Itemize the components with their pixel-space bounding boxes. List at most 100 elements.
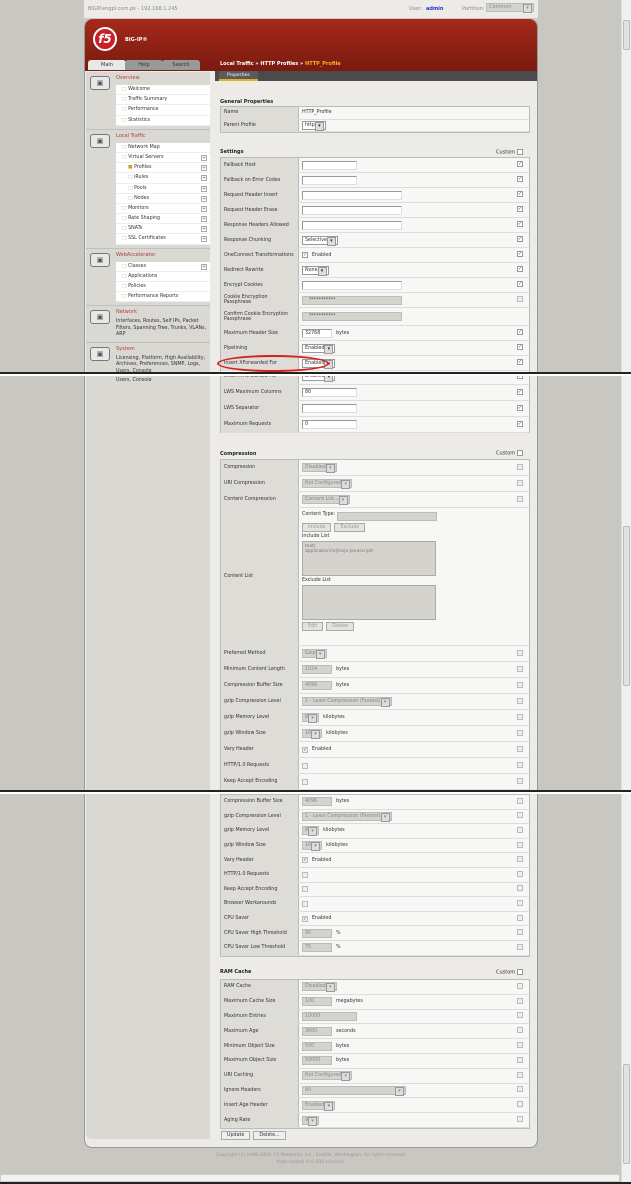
delete-button[interactable]: Delete...: [253, 1131, 286, 1140]
custom-checkbox[interactable]: [517, 1086, 523, 1093]
custom-checkbox[interactable]: ✓: [517, 281, 523, 287]
custom-checkbox[interactable]: [517, 1042, 523, 1049]
custom-checkbox[interactable]: ✓: [517, 376, 523, 379]
custom-checkbox[interactable]: [517, 797, 523, 804]
user-link[interactable]: admin: [426, 6, 444, 12]
horizontal-scrollbar[interactable]: [0, 1174, 620, 1182]
custom-checkbox[interactable]: ✓: [517, 329, 523, 335]
custom-checkbox[interactable]: [517, 943, 523, 950]
custom-checkbox[interactable]: [517, 997, 523, 1004]
custom-checkbox[interactable]: [517, 812, 523, 819]
custom-checkbox[interactable]: ✓: [517, 251, 523, 257]
expand-plus-icon[interactable]: +: [201, 236, 207, 243]
vertical-scrollbar[interactable]: [621, 794, 631, 1182]
sidebar-item-ssl-certificates[interactable]: □ SSL Certificates +: [116, 234, 210, 245]
select-dropdown[interactable]: None: [302, 265, 329, 276]
text-input[interactable]: [302, 404, 357, 413]
breadcrumb-http-profiles[interactable]: HTTP Profiles: [260, 61, 299, 67]
custom-checkbox[interactable]: [517, 1101, 523, 1108]
sidebar-item-pools[interactable]: □ Pools +: [116, 184, 210, 194]
custom-checkbox[interactable]: [517, 1012, 523, 1019]
expand-plus-icon[interactable]: +: [201, 165, 207, 172]
sidebar-item-rate-shaping[interactable]: □ Rate Shaping +: [116, 214, 210, 225]
custom-checkbox[interactable]: [517, 745, 523, 752]
sidebar-item-applications[interactable]: □ Applications: [116, 272, 210, 282]
custom-checkbox[interactable]: [517, 681, 523, 688]
sidebar-item-performance[interactable]: □ Performance: [116, 105, 210, 116]
sidebar-section-title[interactable]: WebAccelerator: [116, 251, 156, 258]
custom-checkbox[interactable]: [517, 841, 523, 848]
sidebar-item-traffic-summary[interactable]: □ Traffic Summary: [116, 95, 210, 106]
select-dropdown[interactable]: http: [302, 120, 326, 131]
sidebar-item-statistics[interactable]: □ Statistics: [116, 116, 210, 126]
compression-custom-checkbox[interactable]: [516, 450, 523, 456]
custom-checkbox[interactable]: ✓: [517, 266, 523, 272]
sidebar-section-title[interactable]: System: [116, 345, 135, 352]
custom-checkbox[interactable]: [517, 665, 523, 672]
enable-checkbox[interactable]: ✓: [302, 252, 308, 258]
custom-checkbox[interactable]: ✓: [517, 344, 523, 350]
text-input[interactable]: [302, 190, 402, 200]
custom-checkbox[interactable]: [517, 729, 523, 736]
select-dropdown[interactable]: Enabled: [302, 343, 336, 354]
custom-checkbox[interactable]: [517, 914, 523, 921]
sidebar-section-title[interactable]: Local Traffic: [116, 132, 146, 139]
custom-checkbox[interactable]: [517, 649, 523, 656]
custom-checkbox[interactable]: ✓: [517, 420, 523, 427]
tab-help[interactable]: Help: [125, 60, 163, 70]
custom-checkbox[interactable]: [517, 929, 523, 936]
sidebar-item-classes[interactable]: □ Classes +: [116, 262, 210, 272]
custom-checkbox[interactable]: ✓: [517, 191, 523, 197]
text-input[interactable]: 32768: [302, 328, 332, 338]
custom-checkbox[interactable]: [517, 697, 523, 704]
custom-checkbox[interactable]: [517, 761, 523, 768]
custom-checkbox[interactable]: [517, 899, 523, 906]
custom-checkbox[interactable]: [517, 1056, 523, 1063]
sidebar-section-title[interactable]: Overview: [116, 75, 140, 81]
expand-plus-icon[interactable]: +: [201, 195, 207, 202]
sidebar-item-policies[interactable]: □ Policies: [116, 282, 210, 293]
custom-checkbox[interactable]: [517, 479, 523, 486]
sidebar-item-irules[interactable]: □ iRules +: [116, 173, 210, 184]
select-dropdown[interactable]: Selective: [302, 235, 338, 246]
text-input[interactable]: [302, 220, 402, 230]
sidebar-item-profiles[interactable]: ■ Profiles +: [116, 163, 210, 174]
expand-plus-icon[interactable]: +: [201, 263, 207, 270]
expand-plus-icon[interactable]: +: [201, 226, 207, 233]
custom-checkbox[interactable]: [517, 982, 523, 989]
text-input[interactable]: 0: [302, 420, 357, 429]
custom-checkbox[interactable]: [517, 713, 523, 720]
custom-checkbox[interactable]: [517, 1027, 523, 1034]
expand-plus-icon[interactable]: +: [201, 185, 207, 192]
vertical-scrollbar[interactable]: [621, 376, 631, 790]
custom-checkbox[interactable]: ✓: [517, 388, 523, 395]
custom-checkbox[interactable]: [517, 856, 523, 863]
settings-custom-checkbox[interactable]: [516, 149, 523, 155]
sidebar-item-monitors[interactable]: □ Monitors +: [116, 204, 210, 215]
custom-checkbox[interactable]: [517, 885, 523, 892]
sidebar-item-network-map[interactable]: □ Network Map: [116, 143, 210, 153]
breadcrumb-local-traffic[interactable]: Local Traffic: [220, 61, 254, 67]
expand-plus-icon[interactable]: +: [201, 175, 207, 182]
ram-cache-custom-checkbox[interactable]: [516, 969, 523, 975]
custom-checkbox[interactable]: [517, 777, 523, 784]
custom-checkbox[interactable]: [517, 463, 523, 470]
sidebar-item-welcome[interactable]: □ Welcome: [116, 85, 210, 96]
custom-checkbox[interactable]: [517, 1071, 523, 1078]
tab-properties[interactable]: Properties: [219, 71, 258, 81]
custom-checkbox[interactable]: ✓: [517, 221, 523, 227]
sidebar-item-nodes[interactable]: □ Nodes +: [116, 194, 210, 204]
custom-checkbox[interactable]: [517, 826, 523, 833]
custom-checkbox[interactable]: ✓: [517, 359, 523, 365]
expand-plus-icon[interactable]: +: [201, 216, 207, 223]
expand-plus-icon[interactable]: +: [201, 205, 207, 212]
update-button[interactable]: Update: [221, 1131, 251, 1140]
sidebar-item-performance-reports[interactable]: □ Performance Reports: [116, 292, 210, 303]
tab-main[interactable]: Main: [88, 60, 126, 70]
sidebar-item-virtual-servers[interactable]: □ Virtual Servers +: [116, 153, 210, 164]
text-input[interactable]: [302, 160, 357, 170]
partition-select[interactable]: Common: [486, 3, 534, 13]
vertical-scrollbar[interactable]: [621, 0, 631, 372]
text-input[interactable]: 80: [302, 388, 357, 397]
custom-checkbox[interactable]: ✓: [517, 206, 523, 212]
